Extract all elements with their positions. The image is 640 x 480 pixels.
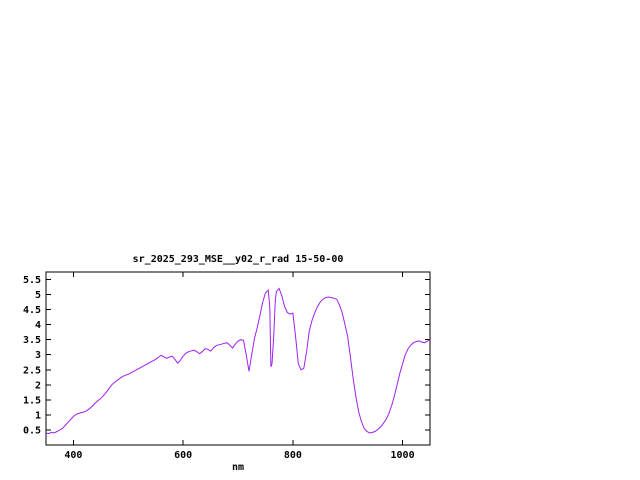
chart-title: sr_2025_293_MSE__y02_r_rad 15-50-00 [133, 254, 344, 265]
plot-border [45, 271, 431, 446]
x-axis-label: nm [232, 462, 244, 473]
y-tick-label: 0.5 [23, 425, 41, 436]
y-tick-label: 5.5 [23, 275, 41, 286]
x-tick-label: 600 [174, 450, 192, 461]
x-tick-label: 800 [284, 450, 302, 461]
y-tick-label: 1.5 [23, 395, 41, 406]
y-tick-label: 3 [35, 350, 41, 361]
y-tick-label: 5 [35, 290, 41, 301]
y-tick-label: 2.5 [23, 365, 41, 376]
axis-ticks: 400 600 800 1000 0.5 1 1.5 2 2.5 3 3.5 4 4.5 5 5.5 [23, 272, 430, 461]
spectrum-line [45, 287, 431, 435]
y-tick-label: 1 [35, 410, 41, 421]
y-tick-label: 2 [35, 380, 41, 391]
x-tick-label: 400 [64, 450, 82, 461]
y-tick-label: 4 [35, 320, 41, 331]
data-series-line [45, 287, 431, 435]
y-tick-label: 3.5 [23, 335, 41, 346]
y-tick-label: 4.5 [23, 305, 41, 316]
x-tick-label: 1000 [391, 450, 415, 461]
